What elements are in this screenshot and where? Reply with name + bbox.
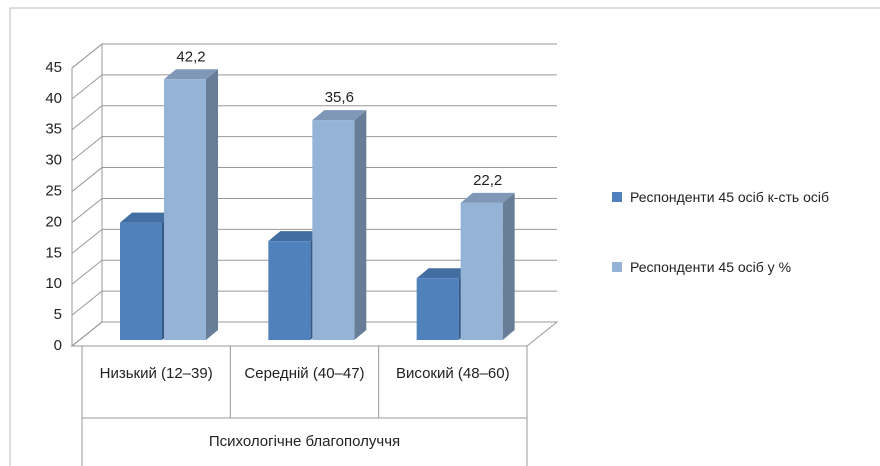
bar-top xyxy=(312,110,367,121)
y-tick-label: 25 xyxy=(45,183,62,200)
y-tick-label: 15 xyxy=(45,244,62,261)
y-tick-label: 0 xyxy=(54,337,62,354)
bar xyxy=(268,241,311,340)
back-wall xyxy=(71,42,103,348)
grid-line xyxy=(71,136,557,162)
legend-label: Респонденти 45 осіб к-сть осіб xyxy=(630,189,829,205)
bar-top xyxy=(460,192,515,203)
value-label: 35,6 xyxy=(325,89,354,106)
y-tick-label: 5 xyxy=(54,306,62,323)
y-tick-label: 10 xyxy=(45,275,62,292)
legend-swatch xyxy=(612,192,622,202)
y-tick-label: 35 xyxy=(45,121,62,138)
value-label: 42,2 xyxy=(176,48,205,65)
bar xyxy=(120,222,162,340)
bar-side xyxy=(502,192,515,340)
legend-swatch xyxy=(612,262,622,272)
grid-line xyxy=(71,290,557,316)
category-group-label: Психологічне благополуччя xyxy=(208,433,401,450)
bar xyxy=(460,202,503,340)
y-tick-label: 30 xyxy=(45,152,62,169)
y-tick-label: 45 xyxy=(45,59,62,76)
x-tick-label: Високий (48–60) xyxy=(396,365,510,382)
grid-line xyxy=(71,105,557,131)
bar-side xyxy=(206,69,218,340)
grid-line xyxy=(71,321,557,347)
bar-top xyxy=(268,231,323,242)
legend-label: Респонденти 45 осіб у % xyxy=(630,259,792,275)
bar xyxy=(416,278,459,340)
bar xyxy=(312,120,355,341)
x-tick-label: Середній (40–47) xyxy=(244,365,365,382)
bar-side xyxy=(354,110,367,341)
bar-top xyxy=(164,69,218,80)
bar-top xyxy=(120,212,174,223)
grid-line xyxy=(71,259,557,285)
chart-frame xyxy=(9,7,880,466)
value-label: 22,2 xyxy=(473,172,502,189)
grid-line xyxy=(71,197,557,223)
grid-line xyxy=(71,43,557,69)
y-tick-label: 40 xyxy=(45,90,62,107)
y-tick-label: 20 xyxy=(45,213,62,230)
grid-line xyxy=(71,167,557,192)
bar xyxy=(164,79,206,340)
x-tick-label: Низький (12–39) xyxy=(99,365,213,382)
grid-line xyxy=(71,228,557,254)
grid-line xyxy=(71,74,557,100)
bar-top xyxy=(416,268,471,279)
